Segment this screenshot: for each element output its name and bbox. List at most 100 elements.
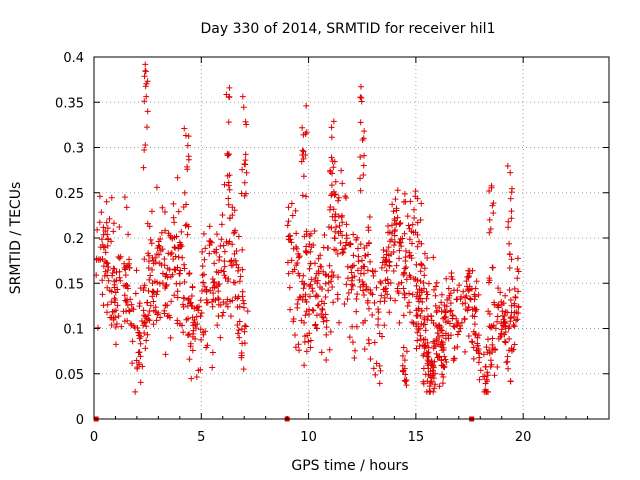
- data-point: [438, 299, 445, 306]
- data-point: [150, 289, 157, 296]
- gridlines: [94, 57, 609, 419]
- data-point: [506, 335, 513, 342]
- data-point: [403, 382, 410, 389]
- data-point: [305, 338, 312, 345]
- data-point: [410, 320, 417, 327]
- data-point: [510, 346, 517, 353]
- data-point: [164, 313, 171, 320]
- data-point: [161, 255, 168, 262]
- data-point: [353, 308, 360, 315]
- data-point: [364, 267, 371, 274]
- data-point: [237, 273, 244, 280]
- data-point: [326, 262, 333, 269]
- data-point: [285, 270, 292, 277]
- data-point: [132, 290, 139, 297]
- data-point: [120, 308, 127, 315]
- data-point: [306, 265, 313, 272]
- data-point: [406, 309, 413, 316]
- data-point: [447, 300, 454, 307]
- data-point: [436, 304, 443, 311]
- data-point: [379, 259, 386, 266]
- data-point: [217, 243, 224, 250]
- data-point: [400, 271, 407, 278]
- data-point: [448, 273, 455, 280]
- data-point: [193, 373, 200, 380]
- data-point: [207, 238, 214, 245]
- data-point: [102, 227, 109, 234]
- data-point: [112, 307, 119, 314]
- data-point: [360, 270, 367, 277]
- data-point: [502, 323, 509, 330]
- data-point: [181, 125, 188, 132]
- data-point: [125, 231, 132, 238]
- data-point: [189, 347, 196, 354]
- data-point: [189, 283, 196, 290]
- y-tick-label: 0.35: [55, 96, 84, 111]
- data-point: [427, 380, 434, 387]
- data-point: [443, 358, 450, 365]
- y-tick-label: 0: [76, 413, 84, 428]
- data-point: [400, 198, 407, 205]
- data-point: [300, 131, 307, 138]
- data-point: [318, 310, 325, 317]
- data-point: [203, 344, 210, 351]
- data-point: [175, 208, 182, 215]
- data-point: [211, 248, 218, 255]
- data-point: [449, 312, 456, 319]
- data-point: [411, 214, 418, 221]
- data-point: [400, 312, 407, 319]
- data-point: [369, 312, 376, 319]
- data-point: [314, 293, 321, 300]
- data-point: [367, 290, 374, 297]
- data-point: [355, 258, 362, 265]
- data-point: [236, 278, 243, 285]
- data-point: [161, 262, 168, 269]
- data-point: [221, 263, 228, 270]
- data-point: [111, 278, 118, 285]
- data-point: [228, 257, 235, 264]
- data-point: [155, 242, 162, 249]
- data-point: [482, 380, 489, 387]
- data-point: [413, 312, 420, 319]
- data-point: [113, 320, 120, 327]
- data-point: [161, 310, 168, 317]
- data-point: [216, 257, 223, 264]
- data-point: [453, 296, 460, 303]
- data-point: [480, 351, 487, 358]
- data-point: [364, 299, 371, 306]
- data-point: [137, 379, 144, 386]
- data-point: [225, 275, 232, 282]
- data-point: [433, 279, 440, 286]
- data-point: [236, 334, 243, 341]
- data-point: [313, 312, 320, 319]
- data-point: [104, 225, 111, 232]
- x-ticks: 0 5 10 15 20: [90, 57, 589, 445]
- data-point: [121, 292, 128, 299]
- data-point: [100, 224, 107, 231]
- data-point: [495, 285, 502, 292]
- data-point: [225, 195, 232, 202]
- data-point: [94, 324, 101, 331]
- data-point: [111, 265, 118, 272]
- data-point: [214, 322, 221, 329]
- data-point: [137, 340, 144, 347]
- data-point: [126, 264, 133, 271]
- data-point: [508, 208, 515, 215]
- data-point: [300, 285, 307, 292]
- y-tick-label: 0.4: [63, 51, 84, 66]
- data-point: [502, 292, 509, 299]
- data-point: [106, 287, 113, 294]
- data-point: [393, 262, 400, 269]
- data-point: [348, 277, 355, 284]
- data-point: [401, 270, 408, 277]
- data-point: [386, 229, 393, 236]
- data-point: [230, 279, 237, 286]
- data-point: [409, 221, 416, 228]
- data-point: [179, 254, 186, 261]
- data-point: [461, 348, 468, 355]
- data-point: [241, 328, 248, 335]
- data-point: [327, 328, 334, 335]
- data-point: [309, 288, 316, 295]
- data-point: [438, 327, 445, 334]
- data-point: [361, 346, 368, 353]
